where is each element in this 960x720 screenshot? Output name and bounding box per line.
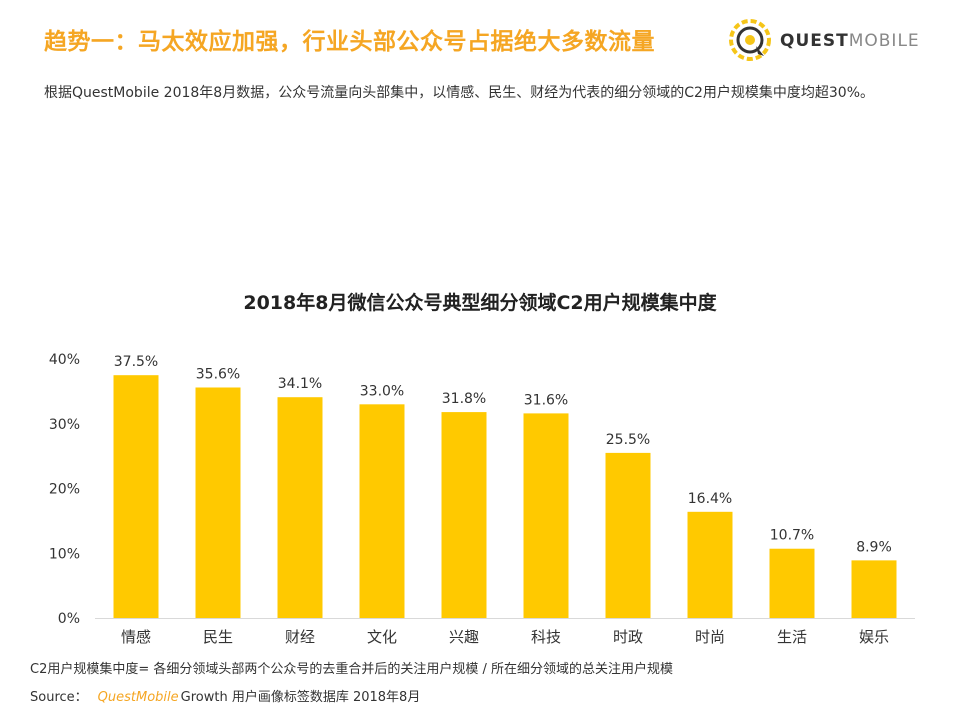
- bar: [769, 548, 815, 618]
- chart-title: 2018年8月微信公众号典型细分领域C2用户规模集中度: [243, 292, 717, 314]
- x-tick-label: 科技: [531, 628, 561, 646]
- data-label: 34.1%: [278, 376, 322, 392]
- data-label: 37.5%: [114, 354, 158, 370]
- data-label: 33.0%: [360, 383, 404, 399]
- y-tick-label: 40%: [49, 352, 80, 368]
- footnote: C2用户规模集中度= 各细分领域头部两个公众号的去重合并后的关注用户规模 / 所…: [30, 662, 674, 677]
- x-tick-label: 情感: [121, 628, 151, 646]
- data-label: 35.6%: [196, 366, 240, 382]
- bar: [359, 404, 405, 618]
- questmobile-logo-icon: [729, 19, 771, 61]
- bar: [687, 511, 733, 618]
- x-tick-label: 时政: [613, 628, 643, 646]
- bar: [113, 375, 159, 618]
- logo-text: QUESTMOBILE: [780, 31, 920, 51]
- data-label: 8.9%: [856, 539, 892, 555]
- data-label: 31.8%: [442, 391, 486, 407]
- x-tick-label: 民生: [203, 628, 233, 646]
- x-tick-label: 文化: [367, 628, 397, 646]
- bar: [851, 560, 897, 618]
- x-tick-label: 财经: [285, 628, 315, 646]
- x-tick-label: 兴趣: [449, 628, 479, 646]
- y-tick-label: 10%: [49, 546, 80, 562]
- x-tick-label: 生活: [777, 628, 807, 646]
- data-label: 16.4%: [688, 491, 732, 507]
- x-tick-label: 时尚: [695, 628, 725, 646]
- summary-text: 根据QuestMobile 2018年8月数据，公众号流量向头部集中，以情感、民…: [44, 85, 874, 101]
- data-label: 25.5%: [606, 432, 650, 448]
- source-line: Source： QuestMobile Growth 用户画像标签数据库 2018年…: [30, 686, 420, 705]
- source-label: Source：: [30, 690, 88, 705]
- slide-title: 趋势一：马太效应加强，行业头部公众号占据绝大多数流量: [44, 29, 655, 55]
- source-brand: QuestMobile: [97, 690, 179, 705]
- bar: [523, 413, 569, 618]
- questmobile-logo: QUESTMOBILE: [726, 14, 926, 66]
- data-label: 10.7%: [770, 528, 814, 544]
- logo-text-light: MOBILE: [848, 31, 920, 51]
- data-label: 31.6%: [524, 392, 568, 408]
- y-tick-label: 20%: [49, 482, 80, 498]
- x-tick-label: 娱乐: [859, 628, 889, 646]
- bar: [277, 397, 323, 618]
- y-tick-label: 0%: [58, 611, 80, 627]
- logo-text-bold: QUEST: [780, 31, 849, 51]
- bar: [441, 412, 487, 618]
- bar: [605, 452, 651, 618]
- bar: [195, 387, 241, 618]
- y-tick-label: 30%: [49, 417, 80, 433]
- source-detail: Growth 用户画像标签数据库 2018年8月: [180, 690, 421, 705]
